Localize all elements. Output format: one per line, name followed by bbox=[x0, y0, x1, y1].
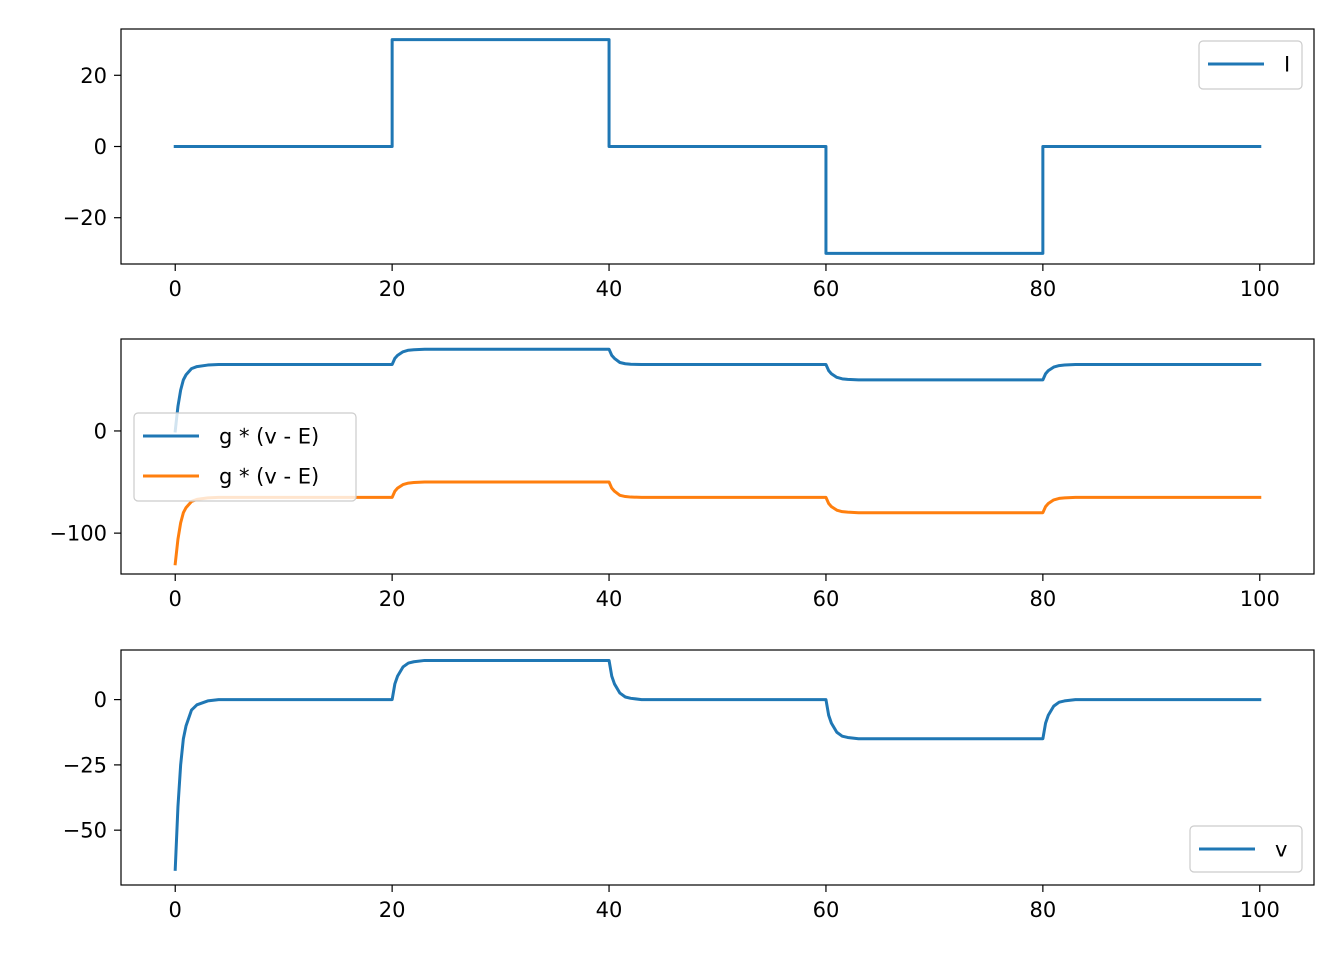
legend-label: g * (v - E) bbox=[219, 425, 319, 449]
x-tick-label: 100 bbox=[1240, 587, 1280, 611]
axes-frame-2 bbox=[120, 338, 1315, 575]
x-tick-label: 20 bbox=[379, 277, 406, 301]
x-tick-label: 40 bbox=[596, 898, 623, 922]
x-tick-label: 0 bbox=[169, 587, 182, 611]
x-tick-label: 20 bbox=[379, 898, 406, 922]
y-tick-label: −20 bbox=[63, 206, 107, 230]
x-tick-label: 100 bbox=[1240, 898, 1280, 922]
x-tick-label: 0 bbox=[169, 277, 182, 301]
x-tick-label: 60 bbox=[813, 898, 840, 922]
y-tick-label: −100 bbox=[49, 522, 107, 546]
x-tick-label: 60 bbox=[813, 587, 840, 611]
subplot-3: 0 20 40 60 80 100 0 −25 −50 v bbox=[63, 649, 1315, 922]
legend-1: I bbox=[1198, 40, 1303, 90]
x-tick-label: 40 bbox=[596, 277, 623, 301]
series-line-1-1 bbox=[173, 38, 1262, 255]
x-tick-label: 100 bbox=[1240, 277, 1280, 301]
y-tick-label: 0 bbox=[94, 688, 107, 712]
y-tick-label: 0 bbox=[94, 135, 107, 159]
subplot-1: 0 20 40 60 80 100 20 0 −20 I bbox=[63, 28, 1315, 301]
legend-3: v bbox=[1189, 825, 1303, 873]
x-tick-label: 20 bbox=[379, 587, 406, 611]
legend-label: v bbox=[1275, 838, 1287, 862]
series-line-2-1 bbox=[173, 347, 1262, 433]
series-line-3-1 bbox=[173, 658, 1262, 871]
x-tick-label: 80 bbox=[1029, 898, 1056, 922]
x-tick-label: 80 bbox=[1029, 277, 1056, 301]
y-tick-label: −25 bbox=[63, 753, 107, 777]
subplot-2: 0 20 40 60 80 100 0 −100 g * (v - E) g * (v - E) bbox=[49, 338, 1315, 611]
x-tick-label: 40 bbox=[596, 587, 623, 611]
y-tick-label: 0 bbox=[94, 419, 107, 443]
x-tick-label: 80 bbox=[1029, 587, 1056, 611]
y-tick-label: 20 bbox=[80, 64, 107, 88]
y-tick-label: −50 bbox=[63, 819, 107, 843]
axes-frame-3 bbox=[120, 649, 1315, 886]
legend-label: I bbox=[1284, 53, 1290, 77]
x-tick-label: 0 bbox=[169, 898, 182, 922]
axes-root: 0 20 40 60 80 100 20 0 −20 I 0 20 40 60 80 100 0 −100 g * … bbox=[49, 28, 1315, 922]
legend-2: g * (v - E) g * (v - E) bbox=[133, 412, 357, 502]
legend-label: g * (v - E) bbox=[219, 465, 319, 489]
x-tick-label: 60 bbox=[813, 277, 840, 301]
